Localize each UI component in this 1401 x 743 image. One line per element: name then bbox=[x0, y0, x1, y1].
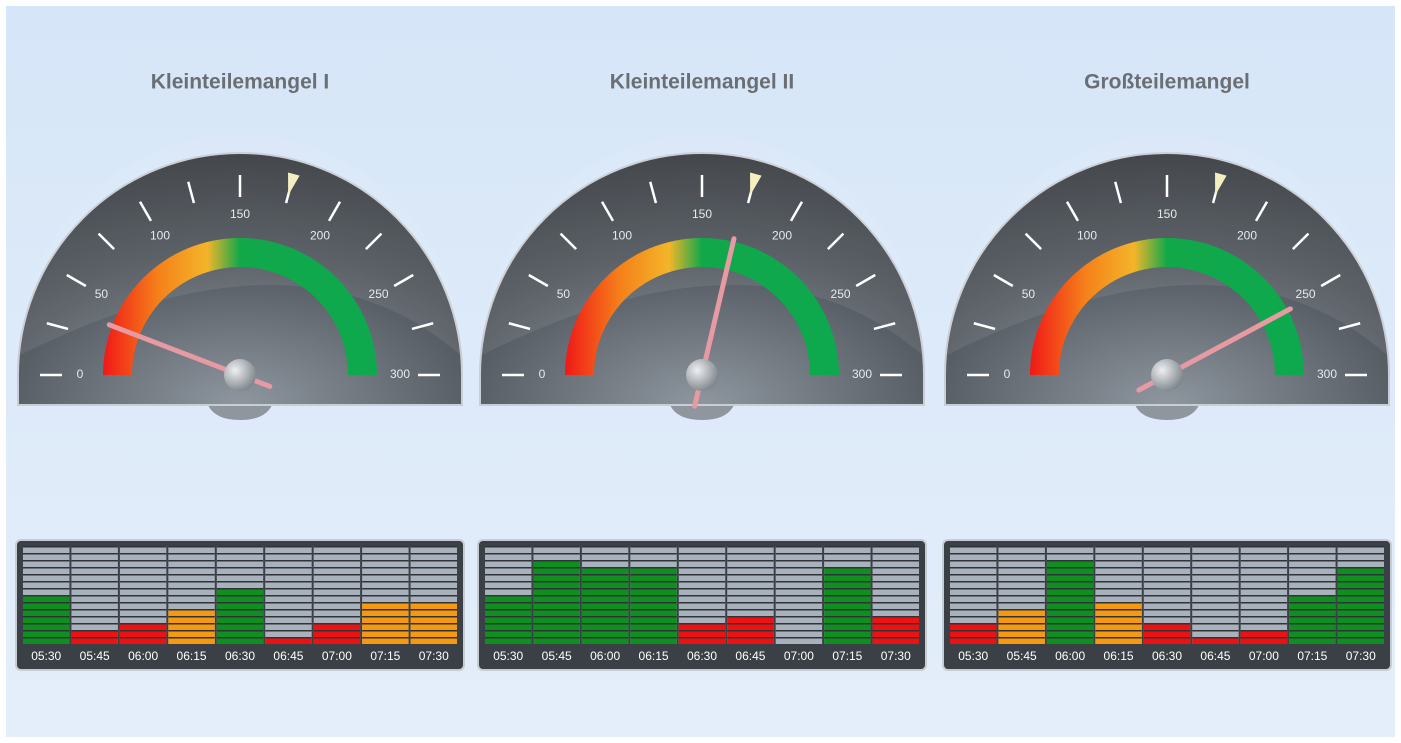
needle-hub bbox=[1151, 359, 1183, 391]
tick-label: 50 bbox=[95, 287, 109, 301]
bar-stripes bbox=[582, 546, 628, 644]
tick-label: 0 bbox=[1004, 367, 1011, 381]
bar-stripes bbox=[168, 546, 214, 644]
tick-label: 300 bbox=[852, 367, 872, 381]
time-label: 05:45 bbox=[542, 649, 572, 663]
bar-stripes bbox=[1144, 546, 1190, 644]
time-label: 06:30 bbox=[1152, 649, 1182, 663]
bar-stripes bbox=[1047, 546, 1093, 644]
time-label: 07:00 bbox=[784, 649, 814, 663]
tick-label: 100 bbox=[612, 229, 632, 243]
time-label: 06:00 bbox=[1055, 649, 1085, 663]
time-label: 05:30 bbox=[31, 649, 61, 663]
bar-stripes bbox=[120, 546, 166, 644]
bar-stripes bbox=[950, 546, 996, 644]
time-label: 07:15 bbox=[370, 649, 400, 663]
time-label: 07:30 bbox=[419, 649, 449, 663]
time-label: 05:45 bbox=[80, 649, 110, 663]
bar-stripes bbox=[727, 546, 773, 644]
time-label: 06:30 bbox=[687, 649, 717, 663]
tick-label: 100 bbox=[1077, 229, 1097, 243]
gauge-title: Kleinteilemangel II bbox=[610, 71, 794, 94]
bar-stripes bbox=[679, 546, 725, 644]
bar-stripes bbox=[776, 546, 822, 644]
time-label: 06:45 bbox=[273, 649, 303, 663]
time-label: 06:15 bbox=[639, 649, 669, 663]
time-label: 06:00 bbox=[128, 649, 158, 663]
tick-label: 150 bbox=[692, 207, 712, 221]
time-label: 07:30 bbox=[881, 649, 911, 663]
time-label: 07:00 bbox=[322, 649, 352, 663]
bar-stripes bbox=[533, 546, 579, 644]
tick-label: 0 bbox=[539, 367, 546, 381]
time-label: 06:00 bbox=[590, 649, 620, 663]
tick-label: 250 bbox=[369, 287, 389, 301]
bar-stripes bbox=[1289, 546, 1335, 644]
needle-hub bbox=[224, 359, 256, 391]
tick-label: 200 bbox=[310, 229, 330, 243]
time-label: 06:15 bbox=[177, 649, 207, 663]
time-label: 07:30 bbox=[1346, 649, 1376, 663]
tick-label: 150 bbox=[230, 207, 250, 221]
needle-hub bbox=[686, 359, 718, 391]
time-label: 06:45 bbox=[1200, 649, 1230, 663]
gauge-title: Kleinteilemangel I bbox=[151, 71, 330, 94]
bar-stripes bbox=[873, 546, 919, 644]
tick-label: 250 bbox=[831, 287, 851, 301]
bar-stripes bbox=[71, 546, 117, 644]
tick-label: 50 bbox=[1022, 287, 1036, 301]
time-label: 05:30 bbox=[493, 649, 523, 663]
tick-label: 100 bbox=[150, 229, 170, 243]
bar-stripes bbox=[1241, 546, 1287, 644]
time-label: 06:15 bbox=[1104, 649, 1134, 663]
bar-stripes bbox=[630, 546, 676, 644]
bar-stripes bbox=[314, 546, 360, 644]
tick-label: 150 bbox=[1157, 207, 1177, 221]
bar-stripes bbox=[217, 546, 263, 644]
bar-stripes bbox=[411, 546, 457, 644]
tick-label: 300 bbox=[390, 367, 410, 381]
bar-stripes bbox=[1192, 546, 1238, 644]
tick-label: 0 bbox=[77, 367, 84, 381]
gauge-title: Großteilemangel bbox=[1084, 71, 1250, 94]
bar-stripes bbox=[265, 546, 311, 644]
time-label: 05:30 bbox=[958, 649, 988, 663]
time-label: 07:15 bbox=[1297, 649, 1327, 663]
bar-stripes bbox=[1338, 546, 1384, 644]
tick-label: 50 bbox=[557, 287, 571, 301]
bar-stripes bbox=[23, 546, 69, 644]
tick-label: 250 bbox=[1296, 287, 1316, 301]
time-label: 05:45 bbox=[1007, 649, 1037, 663]
tick-label: 200 bbox=[1237, 229, 1257, 243]
tick-label: 300 bbox=[1317, 367, 1337, 381]
page: Kleinteilemangel I 0 50 100 150 200 250 300 05:3… bbox=[0, 0, 1401, 743]
dashboard: Kleinteilemangel I 0 50 100 150 200 250 300 05:3… bbox=[0, 0, 1401, 743]
time-label: 06:45 bbox=[735, 649, 765, 663]
bar-stripes bbox=[485, 546, 531, 644]
bar-stripes bbox=[362, 546, 408, 644]
bar-stripes bbox=[1095, 546, 1141, 644]
bar-stripes bbox=[824, 546, 870, 644]
tick-label: 200 bbox=[772, 229, 792, 243]
time-label: 06:30 bbox=[225, 649, 255, 663]
time-label: 07:00 bbox=[1249, 649, 1279, 663]
time-label: 07:15 bbox=[832, 649, 862, 663]
bar-stripes bbox=[998, 546, 1044, 644]
